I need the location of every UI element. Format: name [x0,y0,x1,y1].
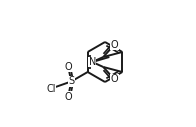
Text: S: S [68,76,74,86]
Text: O: O [111,74,118,84]
Text: N: N [89,57,96,67]
Text: O: O [64,61,72,72]
Text: Cl: Cl [46,83,56,93]
Text: O: O [111,40,118,50]
Text: O: O [64,91,72,101]
